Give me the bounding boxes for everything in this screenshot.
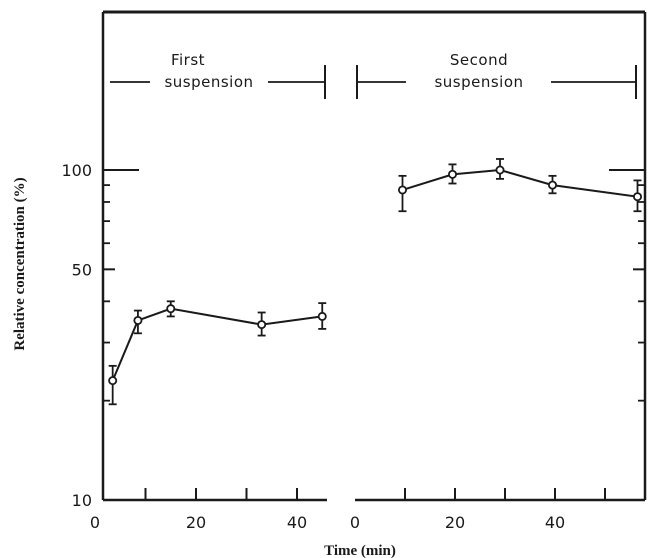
data-point	[133, 315, 143, 325]
series-line	[402, 168, 638, 198]
data-point	[548, 180, 558, 190]
x-tick-label: 0	[90, 513, 100, 532]
x-tick-label: 20	[186, 513, 206, 532]
x-tick-label: 40	[287, 513, 307, 532]
data-point	[166, 304, 176, 314]
data-point	[495, 165, 505, 175]
segment-label-line2: suspension	[434, 73, 523, 91]
segment-label-line2: suspension	[164, 73, 253, 91]
y-tick-label: 50	[72, 260, 92, 279]
x-axis-title: Time (min)	[324, 543, 396, 558]
data-point	[633, 192, 643, 202]
data-point	[108, 376, 118, 386]
series-line	[111, 307, 323, 382]
data-point	[257, 320, 267, 330]
y-axis-title: Relative concentration (%)	[12, 177, 28, 350]
y-tick-label: 10	[72, 491, 92, 510]
x-tick-label: 20	[445, 513, 465, 532]
data-point	[317, 311, 327, 321]
segment-label-line1: Second	[450, 51, 508, 69]
y-tick-label: 100	[61, 161, 92, 180]
data-point	[447, 169, 457, 179]
x-tick-label: 40	[545, 513, 565, 532]
axis-labels: Time (min) Relative concentration (%)	[12, 177, 396, 558]
x-tick-label: 0	[350, 513, 360, 532]
axis-ticks: 10 50 100 First suspension 0 20 40 Second suspens…	[61, 51, 645, 532]
plot-frame	[101, 10, 647, 502]
segment-label-line1: First	[171, 51, 205, 69]
data-point	[397, 185, 407, 195]
data-marks	[108, 158, 643, 406]
